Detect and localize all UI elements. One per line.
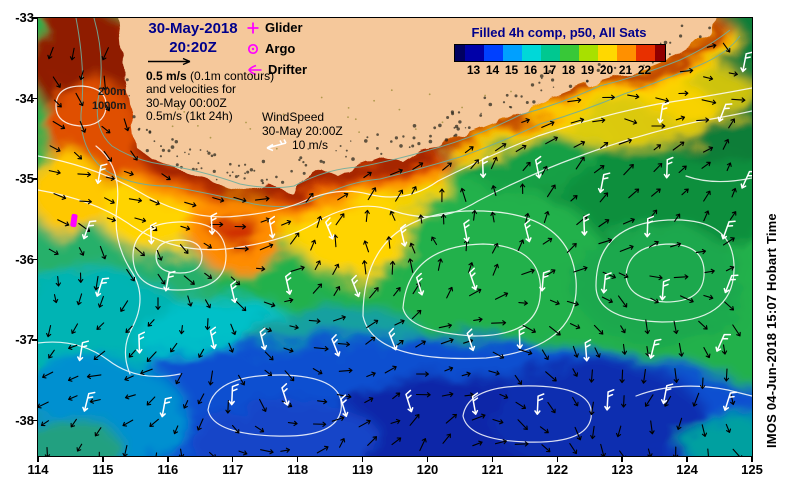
wind-scale-value: 10 m/s [292, 138, 329, 152]
x-tick-label: 116 [157, 462, 179, 477]
legend-label-glider: Glider [265, 20, 303, 35]
colorbar-tick-label: 15 [504, 63, 519, 77]
velocity-note-line2: and velocities for [146, 82, 237, 96]
y-tick-mark [32, 17, 37, 19]
y-tick-mark [32, 339, 37, 341]
x-tick-label: 114 [27, 462, 49, 477]
wind-scale-row: 10 m/s [262, 138, 343, 152]
x-tick-label: 121 [481, 462, 504, 477]
x-tick-mark [102, 457, 104, 462]
colorbar-cell [636, 45, 655, 61]
x-tick-mark [296, 457, 299, 462]
colorbar-cell [579, 45, 598, 61]
velocity-scale-note: 0.5 m/s (0.1m contours) and velocities f… [146, 56, 274, 124]
colorbar-cell [617, 45, 636, 61]
colorbar-tick-label: 21 [618, 63, 633, 77]
colorbar-tick-label: 17 [542, 63, 557, 77]
x-tick-mark [556, 457, 559, 462]
colorbar-tick-labels: 13 14 15 16 17 18 19 20 21 22 [454, 63, 664, 77]
y-tick-mark [32, 178, 37, 180]
x-tick-label: 117 [222, 462, 244, 477]
timestamp-watermark: IMOS 04-Jun-2018 15:07 Hobart Time [764, 213, 779, 448]
x-tick-mark [167, 457, 169, 462]
y-tick-label: -34 [15, 90, 34, 106]
legend-label-argo: Argo [265, 41, 296, 56]
x-tick-label: 119 [352, 462, 374, 477]
depth-label-200m: 200m [98, 86, 127, 98]
x-tick-mark [231, 457, 234, 462]
x-tick-label: 118 [287, 462, 309, 477]
velocity-scale-value: 0.5 m/s [146, 68, 187, 83]
colorbar-cell [560, 45, 579, 61]
x-tick-mark [621, 457, 623, 462]
colorbar-tick-label: 16 [523, 63, 538, 77]
colorbar-title: Filled 4h comp, p50, All Sats [471, 25, 647, 40]
colorbar-cell [655, 45, 665, 61]
colorbar-tick-label: 20 [599, 63, 614, 77]
y-tick-label: -37 [15, 332, 34, 347]
x-tick-label: 125 [741, 462, 763, 477]
legend-item-glider: Glider [246, 17, 307, 38]
colorbar-tick-label: 13 [466, 63, 481, 77]
velocity-note-line3: 30-May 00:00Z [146, 95, 227, 110]
colorbar-gradient [454, 44, 666, 62]
y-tick-mark [32, 419, 37, 422]
colorbar-cell [541, 45, 560, 61]
velocity-scale-arrow-icon [148, 57, 191, 66]
wind-barb-icon [266, 138, 287, 151]
colorbar-cell [598, 45, 617, 61]
velocity-scale-line1: 0.5 m/s (0.1m contours) [146, 68, 275, 84]
wind-note-time: 30-May 20:00Z [262, 124, 343, 138]
map-canvas [38, 18, 752, 456]
x-tick-mark [37, 457, 39, 462]
analysis-date: 30-May-2018 [148, 20, 238, 37]
x-tick-label: 122 [546, 462, 569, 477]
colorbar-cell [522, 45, 541, 61]
x-tick-label: 120 [416, 462, 439, 477]
analysis-datetime: 30-May-2018 20:20Z [143, 19, 243, 57]
x-tick-label: 124 [676, 462, 698, 477]
legend-item-argo: Argo [246, 38, 307, 59]
x-tick-mark [751, 457, 753, 462]
x-tick-label: 123 [611, 462, 634, 477]
colorbar-tick-label: 22 [637, 63, 652, 77]
y-tick-label: -33 [15, 10, 34, 25]
colorbar-cell [484, 45, 503, 61]
legend-item-drifter: Drifter [246, 59, 307, 80]
platform-legend: Glider Argo Drifter [246, 17, 307, 80]
colorbar-tick-label: 18 [561, 63, 576, 77]
colorbar-tick-label: 14 [485, 63, 500, 77]
colorbar-cell [503, 45, 522, 61]
current-velocity-arrows [38, 42, 746, 456]
drifter-icon [248, 64, 262, 75]
wind-barbs [77, 51, 752, 418]
ssh-contour-interval: (0.1m contours) [190, 68, 275, 83]
y-tick-label: -36 [15, 251, 34, 267]
colorbar-cell [455, 45, 465, 61]
wind-note-title: WindSpeed [262, 110, 325, 124]
y-tick-label: -38 [15, 412, 34, 428]
y-tick-label: -35 [15, 171, 34, 186]
y-tick-mark [32, 258, 37, 261]
x-tick-mark [491, 457, 494, 462]
depth-label-1000m: 1000m [92, 100, 127, 112]
x-tick-mark [361, 457, 364, 462]
wind-note: WindSpeed 30-May 20:00Z 10 m/s [262, 110, 343, 152]
x-tick-mark [686, 457, 688, 462]
y-tick-mark [32, 97, 37, 100]
glider-marker [70, 213, 78, 228]
x-tick-label: 115 [92, 462, 114, 477]
drifter-scale-note: 0.5m/s (1kt 24h) [146, 109, 233, 123]
argo-icon [247, 43, 259, 54]
colorbar-tick-label: 19 [580, 63, 595, 77]
glider-icon [247, 22, 259, 33]
colorbar-cell [465, 45, 484, 61]
x-tick-mark [426, 457, 429, 462]
legend-label-drifter: Drifter [268, 62, 308, 77]
coastal-speckles [125, 24, 711, 185]
analysis-time: 20:20Z [169, 39, 217, 56]
